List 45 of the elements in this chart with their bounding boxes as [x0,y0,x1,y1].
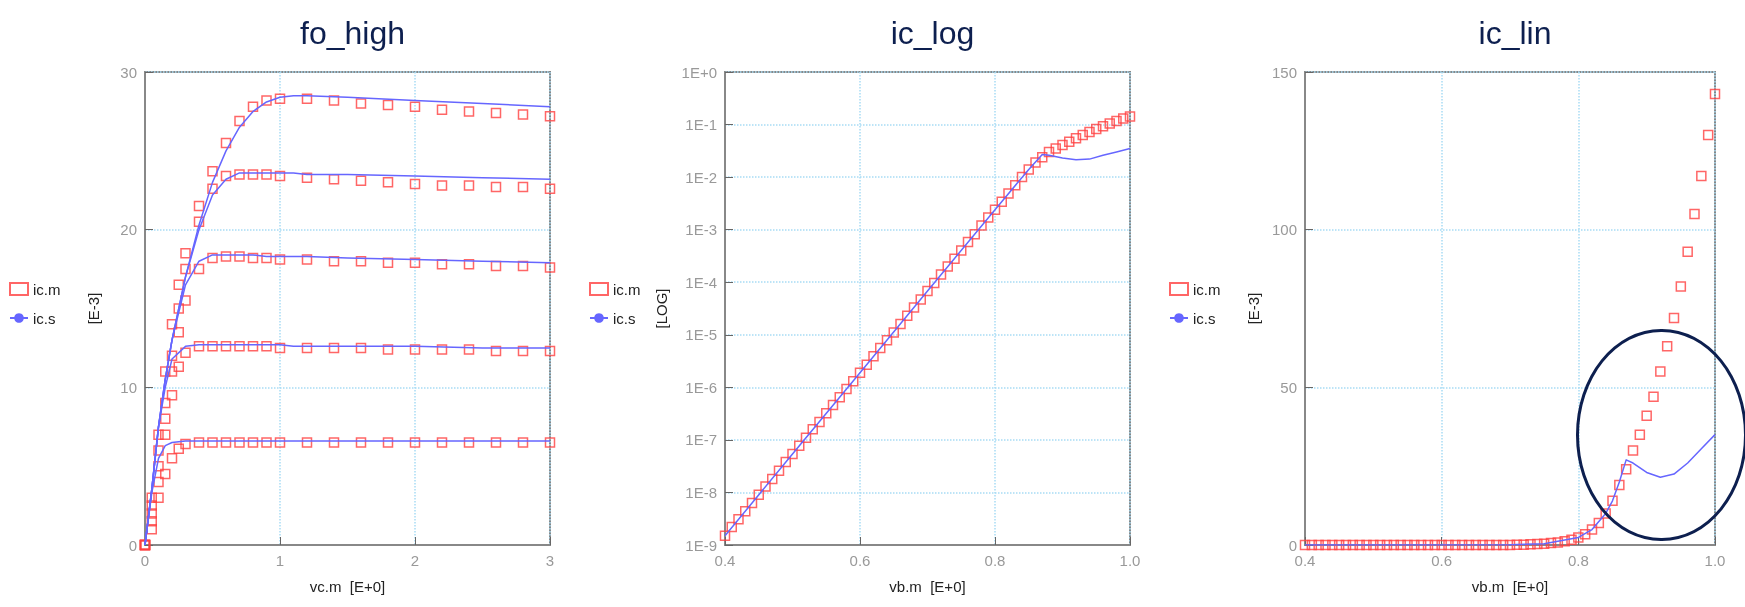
y-tick-label: 30 [120,63,137,81]
x-axis-title: vb.m [E+0] [889,578,966,595]
x-tick-label: 0.6 [849,552,871,569]
chart-title: ic_log [890,15,975,51]
legend-label: ic.s [613,309,636,327]
y-tick-label: 1E+0 [681,63,717,81]
y-tick-label: 0 [1288,536,1297,554]
y-tick-label: 1E-2 [685,168,717,186]
y-tick-label: 20 [120,221,137,239]
y-axis-title: [LOG] [653,288,670,329]
legend-label: ic.s [33,309,56,327]
x-tick-label: 3 [545,552,555,569]
y-tick-label: 1E-8 [685,483,717,501]
y-axis-title: [E-3] [85,292,102,325]
x-axis-title: vc.m [E+0] [309,578,386,595]
chart-title: fo_high [300,15,405,51]
y-tick-label: 1E-4 [685,273,717,291]
y-tick-label: 0 [128,536,137,554]
y-tick-label: 50 [1280,378,1297,396]
legend-label: ic.m [33,280,61,298]
x-tick-label: 0.6 [1431,552,1453,569]
legend-label: ic.m [1193,280,1221,298]
x-tick-label: 1.0 [1704,552,1726,569]
y-tick-label: 1E-9 [685,536,717,554]
x-axis-title: vb.m [E+0] [1471,578,1549,595]
y-axis-title: [E-3] [1245,292,1262,325]
x-tick-label: 1.0 [1119,552,1141,569]
legend-label: ic.m [613,280,641,298]
x-tick-label: 0.4 [714,552,736,569]
y-tick-label: 1E-3 [685,221,717,239]
x-tick-label: 0.8 [984,552,1006,569]
y-tick-label: 150 [1271,63,1297,81]
y-tick-label: 1E-7 [685,431,717,449]
y-tick-label: 1E-6 [685,378,717,396]
y-tick-label: 100 [1271,221,1297,239]
y-tick-label: 1E-5 [685,326,717,344]
x-tick-label: 1 [275,552,285,569]
x-tick-label: 0.4 [1294,552,1316,569]
legend-label: ic.s [1193,309,1216,327]
x-tick-label: 0 [140,552,150,569]
x-tick-label: 0.8 [1567,552,1589,569]
x-tick-label: 2 [410,552,420,569]
y-tick-label: 1E-1 [685,116,717,134]
chart-title: ic_lin [1478,15,1552,51]
y-tick-label: 10 [120,378,137,396]
